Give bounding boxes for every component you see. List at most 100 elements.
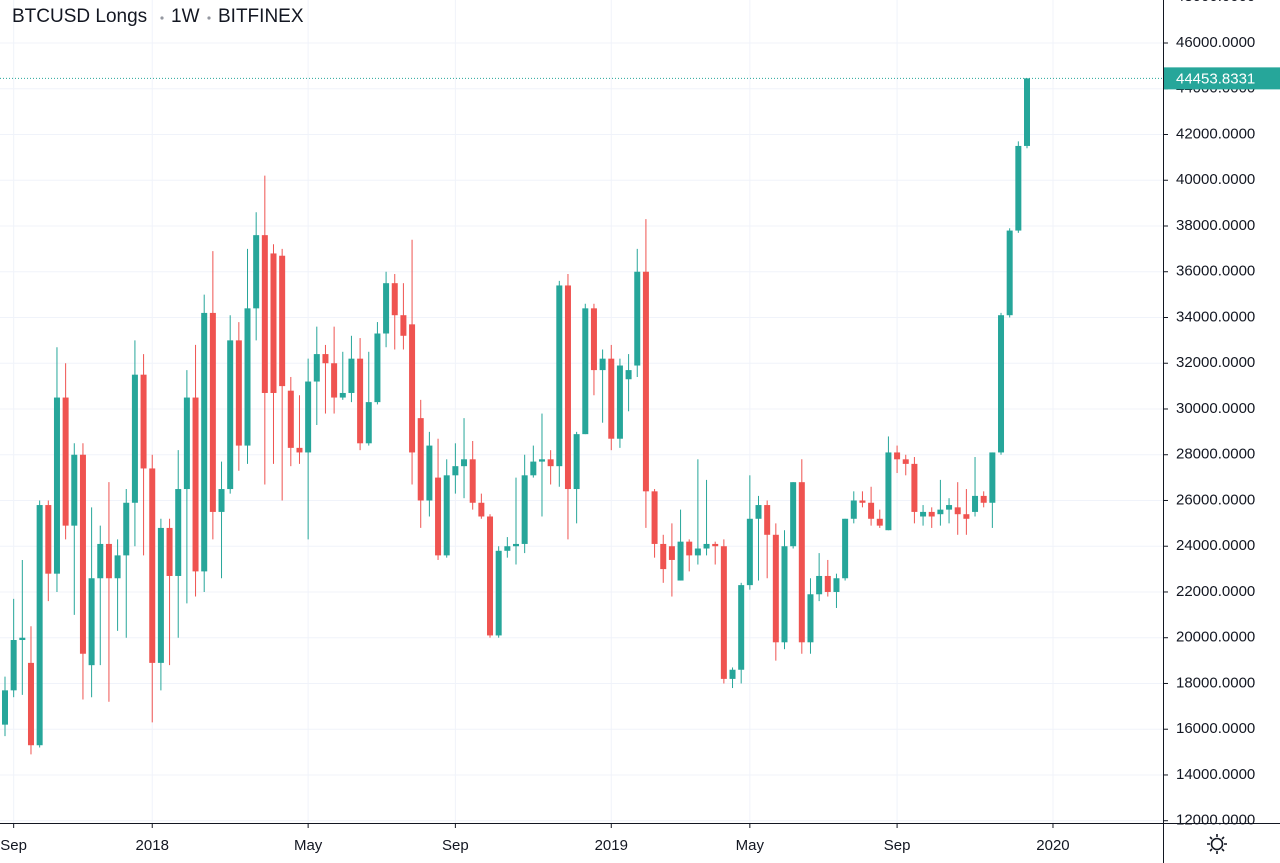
candle-body <box>573 434 580 490</box>
candle-body <box>443 475 450 556</box>
y-tick-label: 30000.0000 <box>1176 400 1255 417</box>
candle-body <box>712 543 719 547</box>
candle-body <box>590 308 597 371</box>
candle-body <box>62 397 69 526</box>
candles <box>2 78 1030 755</box>
candle-body <box>157 527 164 663</box>
candle-body <box>400 315 407 336</box>
candle-body <box>391 283 398 316</box>
y-tick-label: 20000.0000 <box>1176 629 1255 646</box>
candle-body <box>383 283 390 334</box>
candle-body <box>859 500 866 503</box>
candle-body <box>885 452 892 531</box>
x-tick-label: May <box>736 837 765 854</box>
candle-body <box>10 640 17 691</box>
candle-body <box>642 271 649 492</box>
x-tick-label: 2018 <box>136 837 169 854</box>
candle-body <box>720 546 727 679</box>
candle-body <box>599 358 606 371</box>
candle-body <box>426 445 433 501</box>
candle-body <box>738 585 745 670</box>
candle-body <box>686 541 693 556</box>
candle-body <box>582 308 589 435</box>
candle-body <box>824 575 831 592</box>
candle-body <box>27 662 34 746</box>
candle-body <box>495 550 502 636</box>
candle-body <box>513 543 519 547</box>
candle-body <box>261 235 268 393</box>
candle-body <box>36 505 43 746</box>
candle-body <box>755 505 762 519</box>
settings-icon-rays <box>1207 834 1227 854</box>
candle-body <box>703 543 710 549</box>
candle-body <box>461 459 468 467</box>
candle-body <box>902 459 909 464</box>
candle-body <box>954 507 961 515</box>
y-tick-label: 26000.0000 <box>1176 491 1255 508</box>
candle-body <box>504 546 511 551</box>
candle-body <box>279 255 286 387</box>
candle-body <box>807 594 814 643</box>
candle-body <box>530 461 537 476</box>
x-tick-label: Sep <box>884 837 911 854</box>
candle-body <box>149 468 156 663</box>
candle-body <box>357 358 364 444</box>
x-tick-label: Sep <box>442 837 469 854</box>
y-tick-label: 14000.0000 <box>1176 766 1255 783</box>
y-tick-label: 42000.0000 <box>1176 125 1255 142</box>
x-tick-label: May <box>294 837 323 854</box>
y-tick-label: 36000.0000 <box>1176 263 1255 280</box>
candle-body <box>435 477 442 556</box>
interval: 1W <box>171 6 200 27</box>
last-price-label: 44453.8331 <box>1176 70 1255 87</box>
candle-body <box>556 285 563 467</box>
candle-body <box>253 235 260 309</box>
candle-body <box>850 500 857 519</box>
y-tick-label: 34000.0000 <box>1176 308 1255 325</box>
candle-body <box>270 253 277 393</box>
exchange: BITFINEX <box>218 6 304 27</box>
candle-body <box>564 285 571 490</box>
y-tick-label: 48000.0000 <box>1176 0 1255 5</box>
candle-body <box>868 502 875 519</box>
settings-icon <box>1210 837 1224 851</box>
y-tick-label: 18000.0000 <box>1176 674 1255 691</box>
x-tick-label: 2020 <box>1036 837 1069 854</box>
candle-body <box>331 363 338 398</box>
candle-body <box>547 459 554 467</box>
candle-body <box>478 502 485 517</box>
candle-body <box>651 491 658 544</box>
candle-body <box>131 374 138 503</box>
candle-body <box>201 312 208 572</box>
y-tick-label: 16000.0000 <box>1176 720 1255 737</box>
candle-body <box>19 637 26 641</box>
candle-body <box>746 518 753 586</box>
candle-body <box>1015 145 1022 231</box>
candle-body <box>911 463 918 512</box>
candle-body <box>88 578 95 666</box>
candle-body <box>2 690 8 725</box>
candle-body <box>608 358 615 439</box>
candle-body <box>192 397 199 572</box>
candle-body <box>920 511 927 517</box>
candle-body <box>876 518 883 526</box>
candle-body <box>218 489 225 512</box>
y-tick-label: 24000.0000 <box>1176 537 1255 554</box>
candle-body <box>166 527 173 576</box>
candle-body <box>790 482 797 547</box>
candle-body <box>521 475 528 544</box>
separator <box>207 16 211 20</box>
candle-body <box>53 397 60 574</box>
candle-body <box>123 502 130 556</box>
y-tick-label: 38000.0000 <box>1176 217 1255 234</box>
candle-body <box>668 546 675 560</box>
candle-body <box>348 358 355 393</box>
candle-body <box>45 505 52 574</box>
candle-body <box>937 509 944 515</box>
candle-body <box>634 271 641 366</box>
candle-body <box>79 454 86 654</box>
settings-button[interactable] <box>1207 834 1227 854</box>
